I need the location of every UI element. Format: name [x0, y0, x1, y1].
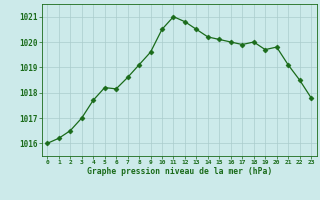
X-axis label: Graphe pression niveau de la mer (hPa): Graphe pression niveau de la mer (hPa) — [87, 167, 272, 176]
